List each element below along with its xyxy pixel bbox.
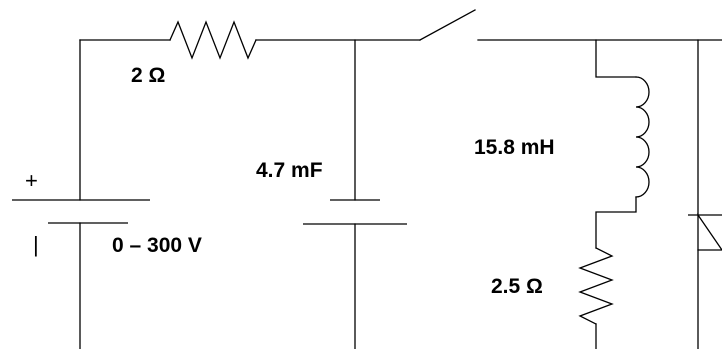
diode-triangle [697,212,722,251]
resistor-2-label: 2.5 Ω [491,275,543,298]
resistor-2ohm-symbol [169,20,257,60]
capacitor-label: 4.7 mF [256,159,323,182]
resistor-2-5ohm-symbol [578,247,614,325]
source-voltage-label: 0 – 300 V [112,234,202,257]
wire-inductor-upper [595,39,637,78]
wire-inductor-lower [595,196,637,249]
inductor-symbol [635,76,650,198]
inductor-label: 15.8 mH [474,136,555,159]
source-plus-sign: + [25,168,38,193]
source-minus-sign: | [33,232,39,257]
switch-symbol [419,9,476,41]
resistor-1-label: 2 Ω [131,64,166,87]
